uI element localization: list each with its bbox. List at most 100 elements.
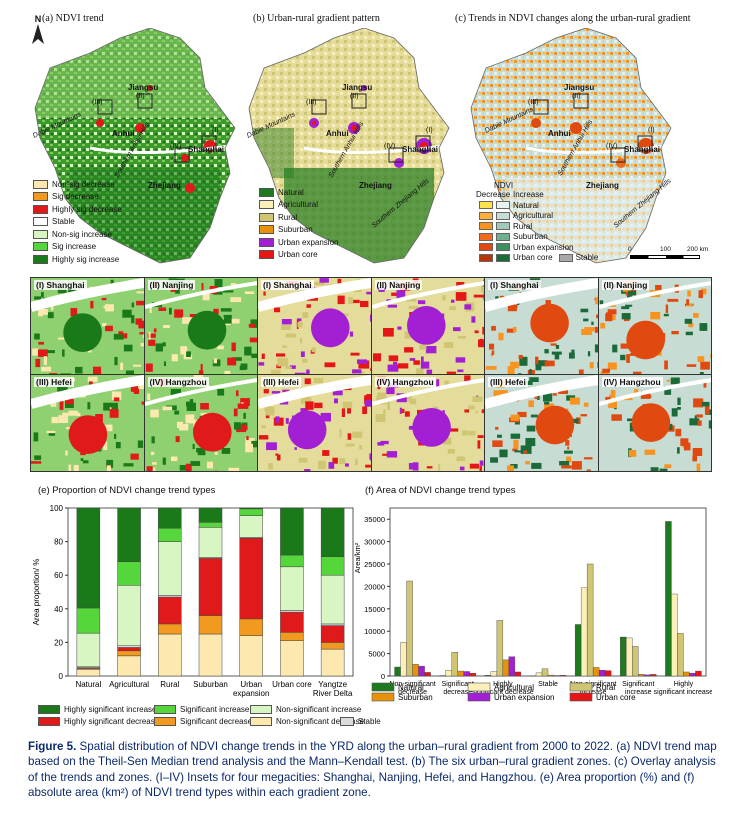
- legend-e-swatch: [38, 705, 60, 714]
- chart-f-bar: [445, 669, 452, 677]
- chart-e-bar-segment: [117, 507, 141, 563]
- chart-e-bar-segment: [239, 508, 263, 516]
- inset-map: [257, 278, 371, 374]
- chart-f-category-label: Non-significant: [570, 681, 616, 688]
- chart-f-bar: [559, 675, 567, 677]
- chart-e-bar-segment: [320, 507, 345, 557]
- inset-label: (II) Nanjing: [147, 280, 196, 290]
- map-a: Jiangsu Anhui Shanghai Zhejiang Dabie Mo…: [32, 28, 236, 264]
- chart-e-bar-segment: [320, 623, 345, 626]
- chart-e-category-label: Suburban: [193, 680, 228, 689]
- chart-f-legend-swatch: [569, 692, 593, 702]
- legend-b-item: Agricultural: [259, 199, 338, 212]
- inset-marker-ii: (II): [572, 93, 581, 100]
- chart-f-ytick-label: 35000: [364, 515, 385, 524]
- label-zhejiang: Zhejiang: [586, 181, 619, 190]
- chart-e-bar-segment: [239, 515, 263, 538]
- chart-f-category-label: significant increase: [654, 689, 712, 696]
- chart-e-bar-segment: [117, 561, 141, 586]
- legend-e-label: Highly significant increase: [64, 705, 157, 714]
- chart-f-bar: [508, 656, 516, 677]
- scale-zero: 0: [628, 246, 632, 253]
- chart-f-legend-label: Agricultural: [494, 683, 534, 692]
- legend-a-swatch: [33, 204, 48, 214]
- chart-f-bar: [592, 667, 600, 677]
- legend-b-label: Agricultural: [278, 200, 319, 210]
- chart-f-bar: [400, 642, 407, 677]
- inset-map: [484, 375, 598, 471]
- chart-f-legend-label: Urban expansion: [494, 693, 554, 702]
- chart-e-category-label: Urban: [240, 680, 262, 689]
- legend-c-item: Rural: [479, 221, 598, 232]
- chart-f-bar: [677, 633, 684, 677]
- legend-b-item: Natural: [259, 186, 338, 199]
- legend-b-label: Suburban: [278, 225, 313, 235]
- chart-f-bar: [484, 675, 492, 677]
- chart-e-bar-segment: [320, 574, 345, 625]
- legend-e-item: Stable: [340, 717, 381, 726]
- inset-label: (II) Nanjing: [374, 280, 423, 290]
- label-zhejiang: Zhejiang: [148, 181, 181, 190]
- inset-label: (III) Hefei: [488, 377, 528, 387]
- chart-e-bar-segment: [117, 585, 141, 647]
- chart-e-bar-segment: [280, 566, 304, 611]
- scale-bar-graphic: [630, 255, 700, 259]
- inset-panel: (IV) Hangzhou: [143, 374, 258, 472]
- chart-e-bar-segment: [117, 655, 141, 677]
- chart-e-bar-segment: [280, 640, 304, 677]
- legend-c-item: Urban expansion: [479, 242, 598, 253]
- chart-e-title: (e) Proportion of NDVI change trend type…: [38, 485, 216, 496]
- chart-e-category-label: expansion: [233, 689, 269, 698]
- chart-f-legend-item: Urban core: [569, 692, 636, 702]
- chart-e-bar-segment: [158, 633, 182, 677]
- legend-e-swatch: [154, 717, 176, 726]
- chart-f-legend-swatch: [467, 692, 491, 702]
- scale-mid: 100: [660, 246, 671, 253]
- chart-f-legend-label: Suburban: [398, 693, 433, 702]
- chart-f-category-label: Significant: [442, 681, 474, 688]
- legend-c-rows: Natural Agricultural Rural Suburban Urban ex…: [479, 200, 598, 263]
- legend-e-item: Non-significant decrease: [250, 717, 364, 726]
- chart-f-category-label: Significant: [622, 681, 654, 688]
- inset-marker-iii: (III): [306, 99, 317, 106]
- inset-map: [30, 375, 144, 471]
- inset-marker-iv: (IV): [384, 143, 395, 150]
- legend-a-label: Non-sig increase: [52, 229, 113, 239]
- inset-panel: (IV) Hangzhou: [597, 374, 712, 472]
- chart-e-category-label: Urban core: [272, 680, 312, 689]
- legend-e-swatch: [340, 717, 354, 726]
- chart-f-ytick-label: 15000: [364, 605, 385, 614]
- inset-panel: (II) Nanjing: [370, 277, 485, 375]
- chart-e-ytick-label: 20: [54, 638, 63, 647]
- inset-marker-ii: (II): [350, 93, 359, 100]
- chart-e-bar-segment: [280, 554, 304, 568]
- legend-b-item: Rural: [259, 211, 338, 224]
- chart-f-bar: [451, 652, 458, 677]
- chart-e-bar-segment: [320, 642, 345, 650]
- chart-f-ytick-label: 20000: [364, 582, 385, 591]
- legend-a-item: Highly sig decrease: [33, 203, 122, 216]
- inset-panel: (I) Shanghai: [484, 277, 599, 375]
- chart-f-category-label: Non-significant: [389, 681, 435, 688]
- chart-f-bar: [650, 674, 657, 677]
- chart-f-bar: [598, 669, 606, 677]
- legend-b-label: Rural: [278, 212, 298, 222]
- inset-map: [598, 375, 712, 471]
- label-anhui: Anhui: [548, 129, 571, 138]
- chart-f-bar: [626, 637, 633, 677]
- chart-e-ytick-label: 100: [50, 504, 64, 513]
- legend-c-item: Urban core Stable: [479, 253, 598, 264]
- legend-c-stable-label: Stable: [575, 253, 599, 263]
- inset-marker-i: (I): [212, 127, 219, 134]
- chart-f-ytick-label: 30000: [364, 538, 385, 547]
- label-jiangsu: Jiangsu: [342, 83, 372, 92]
- chart-f-legend-item: Natural: [371, 682, 424, 692]
- legend-c-increase-swatch: [496, 243, 510, 252]
- inset-panel: (II) Nanjing: [597, 277, 712, 375]
- legend-b-swatch: [259, 200, 274, 210]
- legend-c-decrease-swatch: [479, 243, 493, 252]
- legend-a-label: Stable: [52, 217, 75, 227]
- chart-f-frame: [389, 507, 707, 677]
- inset-map: [371, 375, 485, 471]
- chart-f-bar: [604, 670, 612, 677]
